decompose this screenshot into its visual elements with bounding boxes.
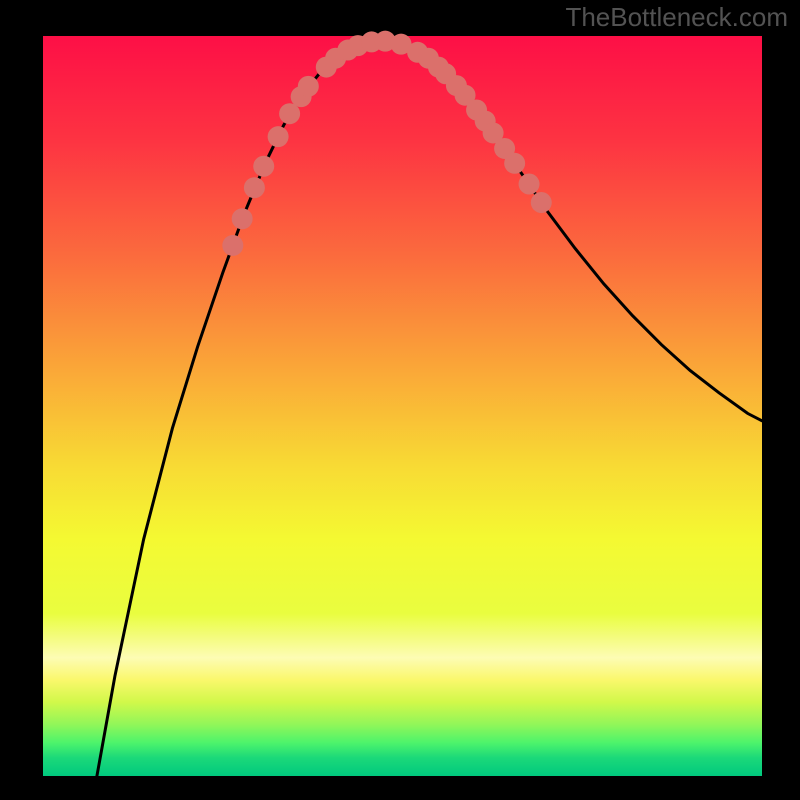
curve-marker: [268, 126, 289, 147]
bottleneck-chart: [0, 0, 800, 800]
watermark-text: TheBottleneck.com: [565, 2, 788, 33]
curve-marker: [222, 235, 243, 256]
curve-marker: [519, 174, 540, 195]
curve-marker: [253, 156, 274, 177]
curve-marker: [504, 153, 525, 174]
curve-marker: [232, 208, 253, 229]
curve-marker: [279, 103, 300, 124]
curve-marker: [298, 76, 319, 97]
curve-marker: [244, 177, 265, 198]
plot-background: [43, 36, 762, 776]
curve-marker: [531, 192, 552, 213]
